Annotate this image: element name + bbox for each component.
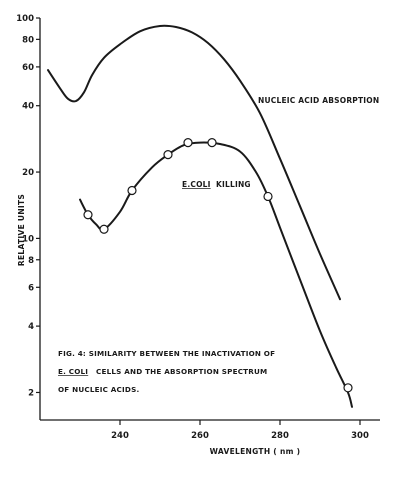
x-tick-label: 240	[111, 431, 129, 441]
x-axis-label: WAVELENGTH ( nm )	[210, 447, 301, 456]
y-tick-label: 4	[28, 322, 34, 332]
y-tick-label: 6	[28, 283, 34, 293]
annotation-nucleic-acid: NUCLEIC ACID ABSORPTION	[258, 96, 379, 105]
data-point-marker	[83, 210, 93, 220]
data-point-marker	[99, 224, 109, 234]
data-point-marker	[263, 191, 273, 202]
y-tick-label: 40	[22, 102, 34, 112]
series-line-nucleic-acid-absorption	[47, 24, 341, 301]
caption-line-1: FIG. 4: SIMILARITY BETWEEN THE INACTIVAT…	[58, 349, 275, 358]
caption-line-3: OF NUCLEIC ACIDS.	[58, 385, 139, 394]
x-tick-label: 300	[351, 431, 369, 441]
y-axis-label: RELATIVE UNITS	[17, 194, 26, 266]
y-tick-label: 20	[22, 168, 34, 178]
data-point-marker	[163, 150, 173, 160]
data-point-marker	[127, 185, 137, 196]
y-tick-label: 80	[22, 35, 34, 45]
axes: 2 4 6 8 10 20 40 60 80 100 240 260 280 300	[16, 14, 380, 441]
data-point-marker	[207, 138, 217, 148]
y-tick-label: 60	[22, 63, 34, 73]
annotation-ecoli: E.COLI	[182, 180, 211, 189]
annotation-killing: KILLING	[216, 180, 251, 189]
y-tick-label: 100	[16, 14, 34, 24]
y-tick-label: 8	[28, 256, 34, 266]
x-tick-label: 260	[191, 431, 209, 441]
y-tick-label: 10	[22, 234, 34, 244]
caption-line-2: CELLS AND THE ABSORPTION SPECTRUM	[96, 367, 267, 376]
y-tick-label: 2	[28, 388, 34, 398]
marker-layer	[83, 138, 353, 393]
data-point-marker	[343, 383, 353, 393]
data-point-marker	[183, 138, 193, 148]
caption-emphasis: E. COLI	[58, 367, 88, 376]
x-tick-label: 280	[271, 431, 289, 441]
